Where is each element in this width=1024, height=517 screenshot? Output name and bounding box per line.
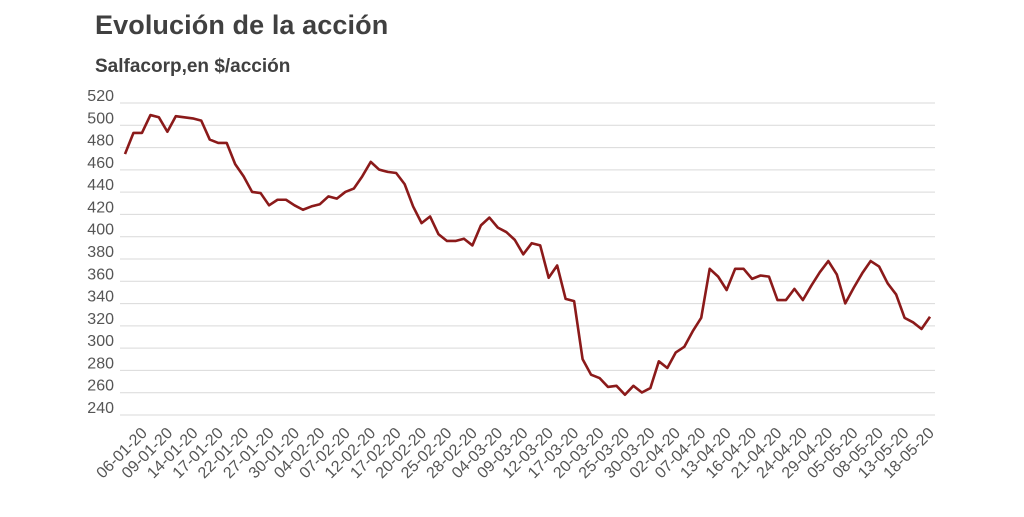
y-tick-label: 240: [87, 400, 114, 417]
y-tick-label: 520: [87, 88, 114, 105]
y-tick-label: 480: [87, 133, 114, 150]
y-tick-label: 260: [87, 378, 114, 395]
y-tick-label: 360: [87, 266, 114, 283]
y-tick-label: 400: [87, 222, 114, 239]
series-line: [123, 113, 932, 397]
y-tick-label: 420: [87, 199, 114, 216]
y-tick-label: 280: [87, 355, 114, 372]
y-tick-label: 380: [87, 244, 114, 261]
y-axis-ticks: 240 260 280 300 320 340 360 380 400 420 440 460 480 5…: [87, 88, 114, 417]
gridlines: [120, 102, 935, 416]
y-tick-label: 320: [87, 311, 114, 328]
chart-title: Evolución de la acción: [95, 10, 389, 40]
y-tick-label: 440: [87, 177, 114, 194]
y-tick-label: 460: [87, 155, 114, 172]
x-axis-ticks: 06-01-2009-01-2014-01-2017-01-2022-01-20…: [94, 425, 938, 482]
chart-subtitle: Salfacorp,en $/acción: [95, 56, 291, 77]
y-tick-label: 300: [87, 333, 114, 350]
series-line-group: [123, 113, 932, 397]
y-tick-label: 340: [87, 289, 114, 306]
y-tick-label: 500: [87, 110, 114, 127]
